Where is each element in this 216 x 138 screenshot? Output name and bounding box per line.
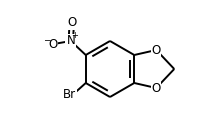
Text: O: O — [152, 43, 161, 56]
Text: O: O — [48, 38, 57, 51]
Text: O: O — [67, 17, 76, 30]
Text: −: − — [43, 35, 51, 44]
Text: O: O — [152, 82, 161, 95]
Text: Br: Br — [63, 88, 76, 102]
Text: N: N — [66, 34, 75, 47]
Text: +: + — [71, 31, 78, 40]
